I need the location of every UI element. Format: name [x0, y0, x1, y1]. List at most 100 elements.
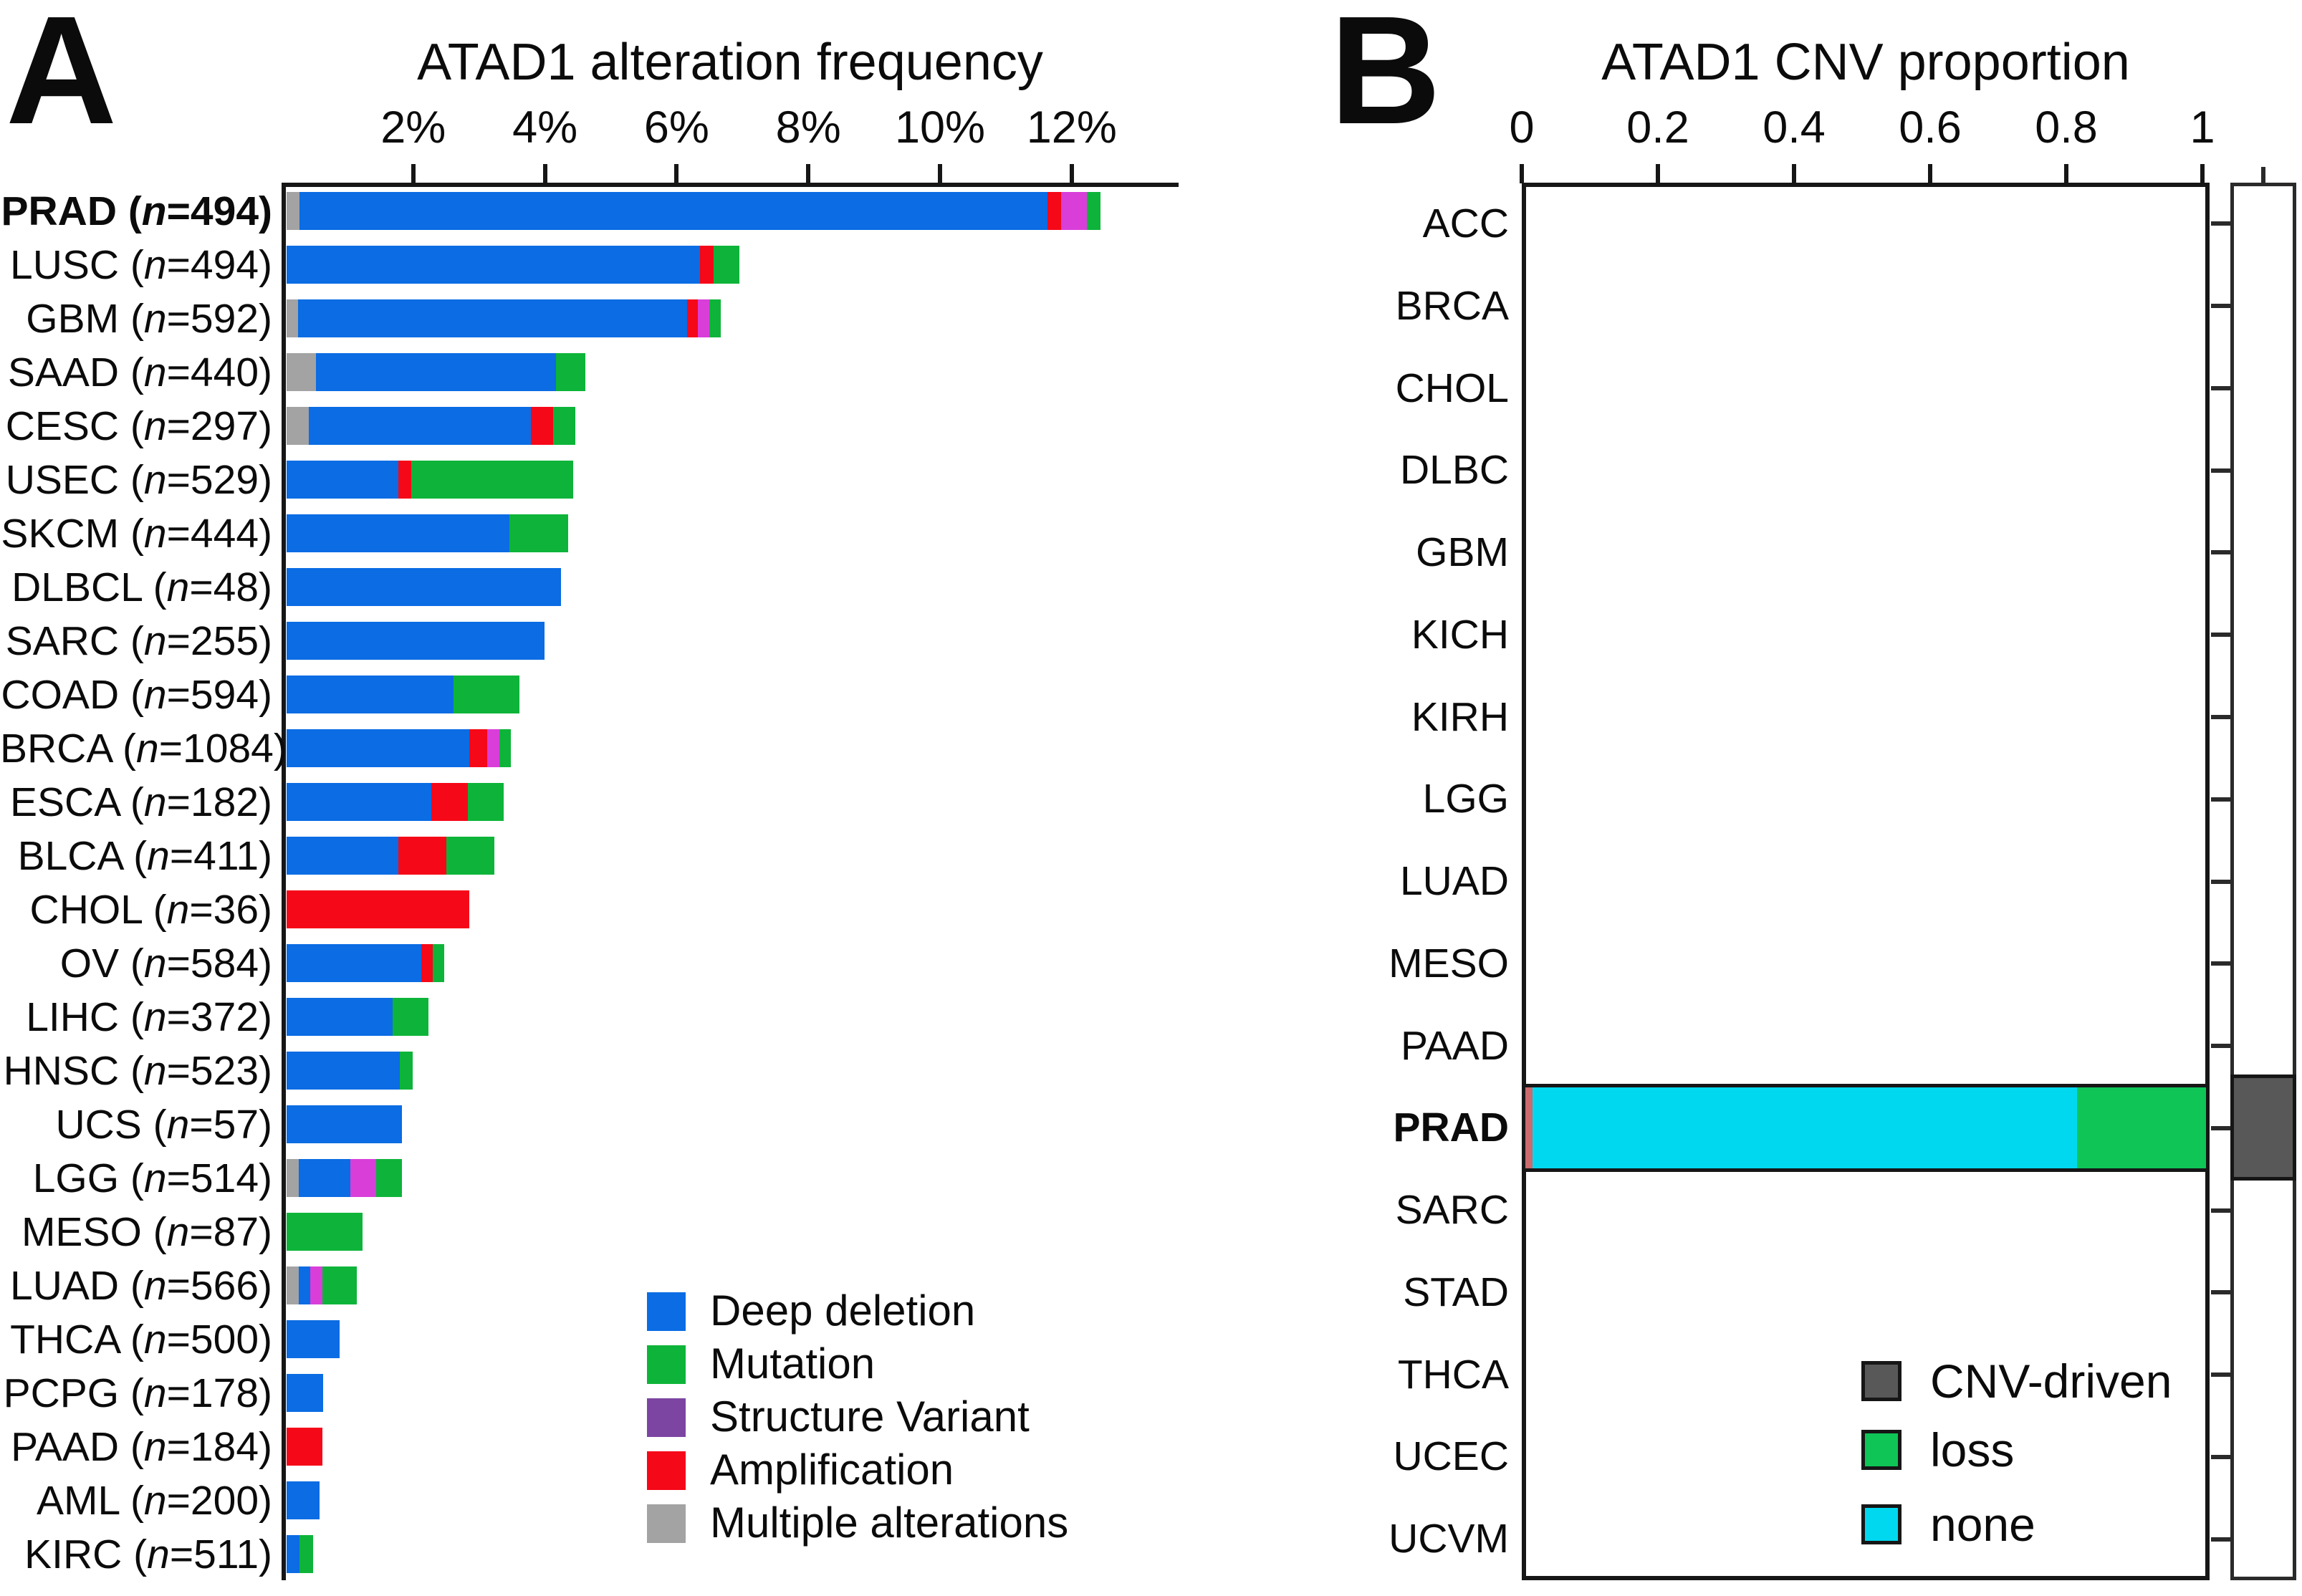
- segment-mut: [453, 676, 520, 713]
- n-symbol: n: [143, 1424, 167, 1470]
- category-label: LUAD (n=566): [10, 1263, 272, 1309]
- n-symbol: n: [143, 618, 167, 664]
- category-label: MESO (n=87): [21, 1209, 272, 1255]
- chart-row: SARC (n=255): [0, 614, 1290, 668]
- row-tick-mark: [2211, 1208, 2231, 1213]
- category-label: USEC (n=529): [5, 457, 272, 503]
- row-tick-mark: [2211, 304, 2231, 309]
- segment-deep: [287, 944, 422, 982]
- chart-row: PCPG (n=178): [0, 1366, 1290, 1420]
- n-symbol: n: [143, 511, 167, 557]
- alteration-bar: [287, 676, 520, 713]
- chart-row: SAAD (n=440): [0, 345, 1290, 399]
- segment-amp: [700, 246, 714, 284]
- category-label: SARC: [1395, 1187, 1509, 1234]
- segment-deep: [287, 1535, 300, 1573]
- legend-label: none: [1930, 1498, 2035, 1551]
- axis-tick-mark: [1928, 164, 1932, 183]
- axis-tick-mark: [2200, 164, 2205, 183]
- segment-deep: [287, 461, 399, 499]
- axis-tick-label: 2%: [380, 102, 446, 153]
- segment-mut: [499, 729, 512, 767]
- alteration-bar: [287, 353, 586, 391]
- chart-row: KIRC (n=511): [0, 1527, 1290, 1581]
- row-tick-mark: [2211, 1125, 2231, 1130]
- segment-deep: [316, 353, 556, 391]
- segment-mut: [411, 461, 573, 499]
- segment-multiple: [287, 1266, 299, 1304]
- row-tick-mark: [2211, 633, 2231, 638]
- category-label: THCA (n=500): [10, 1317, 272, 1362]
- segment-deep: [287, 837, 399, 875]
- chart-row: THCA (n=500): [0, 1312, 1290, 1366]
- panel-a-letter: A: [6, 0, 118, 156]
- legend-label: Mutation: [710, 1340, 876, 1388]
- category-label: LGG: [1422, 776, 1509, 822]
- chart-row: SKCM (n=444): [0, 506, 1290, 560]
- category-label: CESC (n=297): [5, 403, 272, 449]
- legend-swatch-amp: [647, 1451, 686, 1490]
- chart-row: BLCA (n=411): [0, 829, 1290, 883]
- segment-multiple: [287, 192, 300, 230]
- category-label: COAD (n=594): [1, 672, 272, 718]
- legend-swatch-multiple: [647, 1504, 686, 1543]
- alteration-bar: [287, 1481, 320, 1519]
- category-label: DLBC: [1399, 447, 1509, 494]
- n-symbol: n: [143, 457, 167, 503]
- panel-b-title: ATAD1 CNV proportion: [1601, 34, 2130, 91]
- n-symbol: n: [147, 1532, 170, 1577]
- axis-tick-label: 1: [2190, 102, 2215, 153]
- chart-row: OV (n=584): [0, 936, 1290, 990]
- n-symbol: n: [143, 1370, 167, 1416]
- n-symbol: n: [147, 833, 170, 879]
- chart-row: LUSC (n=494): [0, 238, 1290, 292]
- alteration-bar: [287, 1052, 413, 1090]
- segment-mut: [299, 1535, 313, 1573]
- row-tick-mark: [2211, 550, 2231, 555]
- axis-tick-mark: [1069, 164, 1074, 183]
- segment-sv: [350, 1159, 376, 1197]
- row-tick-mark: [2211, 714, 2231, 719]
- chart-row: CESC (n=297): [0, 399, 1290, 453]
- segment-deep: [298, 1266, 311, 1304]
- n-symbol: n: [143, 1263, 167, 1309]
- chart-row: PRAD (n=494): [0, 184, 1290, 238]
- chart-row: DLBCL (n=48): [0, 560, 1290, 614]
- category-label: STAD: [1403, 1269, 1509, 1315]
- cnv-driven-column-top-tick: [2261, 167, 2265, 184]
- prad-cnv-bar: [1522, 1084, 2210, 1172]
- segment-mut: [555, 353, 586, 391]
- segment-mut: [553, 407, 576, 445]
- segment-mut: [1087, 192, 1100, 230]
- axis-tick-label: 0: [1509, 102, 1535, 153]
- segment-deep: [287, 622, 545, 660]
- segment-mut: [467, 783, 504, 821]
- chart-row: ESCA (n=182): [0, 775, 1290, 829]
- row-tick-mark: [2211, 468, 2231, 473]
- chart-row: AML (n=200): [0, 1474, 1290, 1527]
- alteration-bar: [287, 1159, 402, 1197]
- category-label: SARC (n=255): [5, 618, 272, 664]
- category-label: KIRH: [1411, 693, 1509, 740]
- segment-deep: [287, 514, 509, 552]
- chart-row: LGG (n=514): [0, 1151, 1290, 1205]
- axis-tick-mark: [542, 164, 547, 183]
- segment-deep: [287, 568, 562, 606]
- category-label: GBM (n=592): [26, 296, 272, 342]
- cnv-driven-column: [2230, 183, 2296, 1580]
- n-symbol: n: [143, 779, 167, 825]
- n-symbol: n: [143, 242, 167, 288]
- n-symbol: n: [166, 1102, 190, 1148]
- n-symbol: n: [141, 188, 167, 234]
- axis-tick-label: 0.8: [2035, 102, 2098, 153]
- alteration-bar: [287, 1213, 363, 1251]
- category-label: THCA: [1397, 1351, 1509, 1398]
- segment-amp: [469, 729, 488, 767]
- panel-a-title: ATAD1 alteration frequency: [417, 34, 1043, 91]
- segment-sv: [1060, 192, 1088, 230]
- row-tick-mark: [2211, 221, 2231, 226]
- segment-deep: [299, 1159, 351, 1197]
- axis-tick-label: 8%: [775, 102, 841, 153]
- category-label: BRCA (n=1084): [0, 726, 287, 771]
- axis-tick-mark: [1520, 164, 1524, 183]
